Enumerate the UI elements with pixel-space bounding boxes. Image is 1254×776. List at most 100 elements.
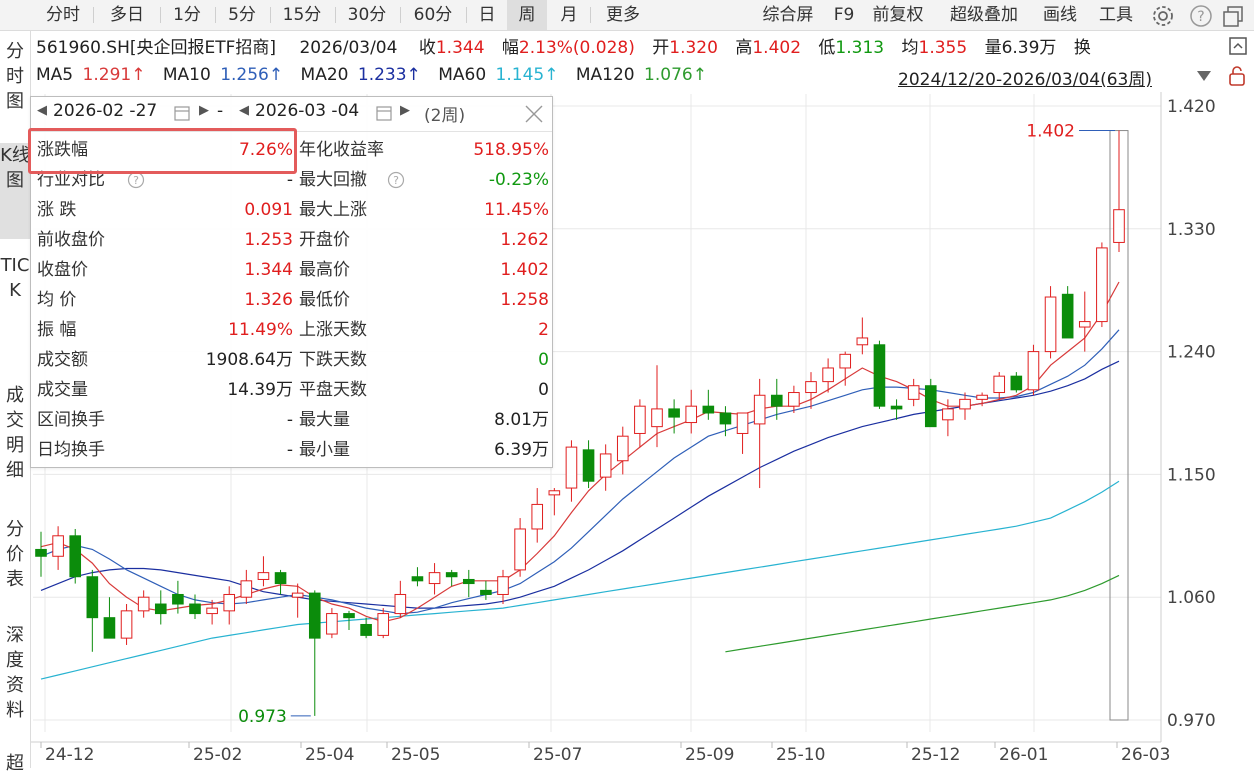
- calendar-icon[interactable]: [173, 104, 191, 122]
- tab-15min[interactable]: 15分: [282, 5, 322, 25]
- candle: [839, 351, 852, 386]
- stat-label: 最高价: [299, 260, 350, 280]
- nav-trade-detail[interactable]: 成交明细: [6, 385, 24, 481]
- date-range-selector[interactable]: 2024/12/20-2026/03/04(63周): [898, 70, 1152, 90]
- tab-multi-day[interactable]: 多日: [110, 5, 144, 25]
- ma5-label: MA5: [36, 65, 74, 85]
- ma20-line: [40, 360, 1120, 609]
- selection-band: [1109, 130, 1129, 721]
- candle-body: [240, 580, 253, 598]
- tab-5min[interactable]: 5分: [228, 5, 256, 25]
- end-date-field[interactable]: 2026-03 -04: [255, 101, 360, 121]
- nav-kline-chart[interactable]: K线图: [0, 143, 30, 239]
- tab-60min[interactable]: 60分: [413, 5, 453, 25]
- candle-body: [52, 535, 64, 557]
- candle-body: [839, 353, 852, 369]
- candle-body: [172, 593, 184, 605]
- next-end-arrow-icon[interactable]: ▶: [400, 103, 410, 118]
- candle: [1078, 291, 1091, 352]
- stat-value: 11.45%: [484, 200, 549, 220]
- candle: [480, 580, 492, 600]
- avg-value: 1.355: [918, 38, 968, 58]
- restore-window-icon[interactable]: [1222, 4, 1248, 28]
- draw-line-button[interactable]: 画线: [1043, 5, 1077, 25]
- stat-label: 区间换手: [37, 410, 105, 430]
- candle: [497, 569, 509, 605]
- candle-body: [1044, 296, 1057, 353]
- highlight-box: [28, 128, 297, 174]
- stat-value: 1.344: [244, 260, 293, 280]
- settings-gear-icon[interactable]: [1150, 3, 1176, 29]
- candle: [291, 583, 304, 618]
- lock-icon[interactable]: [1226, 66, 1248, 86]
- calendar-icon[interactable]: [375, 104, 393, 122]
- help-icon[interactable]: ?: [1188, 3, 1214, 29]
- start-date-field[interactable]: 2026-02 -27: [53, 101, 158, 121]
- super-overlay-button[interactable]: 超级叠加: [950, 5, 1018, 25]
- next-start-arrow-icon[interactable]: ▶: [199, 103, 209, 118]
- nav-time-chart[interactable]: 分时图: [6, 41, 24, 112]
- candle: [976, 392, 988, 407]
- close-icon[interactable]: [523, 103, 545, 125]
- candle: [685, 389, 698, 434]
- kline-chart[interactable]: 1.402 0.973 1.420 1.330 1.240 1.150 1.060 0.97…: [31, 92, 1254, 768]
- prev-start-arrow-icon[interactable]: ◀: [37, 103, 47, 118]
- tab-intraday[interactable]: 分时: [46, 5, 80, 25]
- tab-more[interactable]: 更多: [606, 5, 640, 25]
- tab-1min[interactable]: 1分: [173, 5, 201, 25]
- candle-body: [685, 405, 698, 424]
- composite-screen-button[interactable]: 综合屏: [762, 5, 814, 25]
- prev-end-arrow-icon[interactable]: ◀: [239, 103, 249, 118]
- tab-30min[interactable]: 30分: [347, 5, 387, 25]
- stat-value: 1.262: [500, 230, 549, 250]
- price-tick-label: 1.150: [1167, 465, 1216, 485]
- time-tick-label: 25-12: [911, 745, 960, 765]
- candle-body: [69, 535, 82, 578]
- moving-average-lines: [40, 281, 1120, 680]
- svg-text:?: ?: [1197, 9, 1204, 25]
- stat-label: 年化收益率: [299, 140, 384, 160]
- span-weeks: (2周): [424, 106, 466, 126]
- stat-label: 平盘天数: [299, 380, 367, 400]
- f9-button[interactable]: F9: [833, 5, 855, 25]
- tools-button[interactable]: 工具: [1099, 5, 1133, 25]
- expand-icon[interactable]: [1228, 36, 1248, 56]
- candle: [360, 617, 372, 639]
- ma120-line: [725, 574, 1120, 653]
- candle: [1096, 242, 1108, 328]
- ma10-line: [40, 329, 1120, 615]
- candle-body: [326, 613, 338, 635]
- nav-tick[interactable]: TICK: [0, 255, 30, 301]
- ma-legend: MA5 1.291↑ MA10 1.256↑ MA20 1.233↑ MA60 …: [36, 65, 707, 85]
- ma120-value: 1.076↑: [644, 65, 707, 85]
- candle: [137, 590, 150, 618]
- stat-label: 下跌天数: [299, 350, 367, 370]
- candle-body: [1113, 209, 1125, 243]
- time-tick-label: 26-01: [999, 745, 1048, 765]
- open-value: 1.320: [669, 38, 718, 58]
- candle-body: [86, 576, 99, 619]
- candle: [770, 378, 783, 420]
- info-icon[interactable]: ?: [387, 171, 405, 189]
- tab-weekly[interactable]: 周: [507, 0, 547, 30]
- time-tick-label: 25-04: [305, 745, 354, 765]
- stat-label: 最大上涨: [299, 200, 367, 220]
- candle: [86, 569, 99, 652]
- nav-price-table[interactable]: 分价表: [6, 519, 24, 590]
- range-dropdown-icon[interactable]: [1196, 68, 1212, 82]
- nav-deep-data[interactable]: 深度资料: [6, 625, 24, 721]
- candle: [565, 440, 578, 502]
- stat-label: 行业对比: [37, 170, 105, 190]
- price-tick-label: 1.330: [1167, 220, 1216, 240]
- tab-daily[interactable]: 日: [478, 5, 496, 25]
- candle: [240, 569, 253, 605]
- candle: [308, 590, 321, 716]
- candle: [1010, 372, 1023, 393]
- nav-more[interactable]: 超: [6, 753, 24, 774]
- forward-adjust-button[interactable]: 前复权: [872, 5, 924, 25]
- candle-body: [154, 603, 167, 615]
- tab-monthly[interactable]: 月: [560, 5, 578, 25]
- interval-stats-popup: ◀ 2026-02 -27 ▶ - ◀ 2026-03 -04 ▶ (2周) 涨…: [30, 96, 553, 468]
- tab-divider: [590, 7, 591, 23]
- close-value: 1.344: [435, 38, 485, 58]
